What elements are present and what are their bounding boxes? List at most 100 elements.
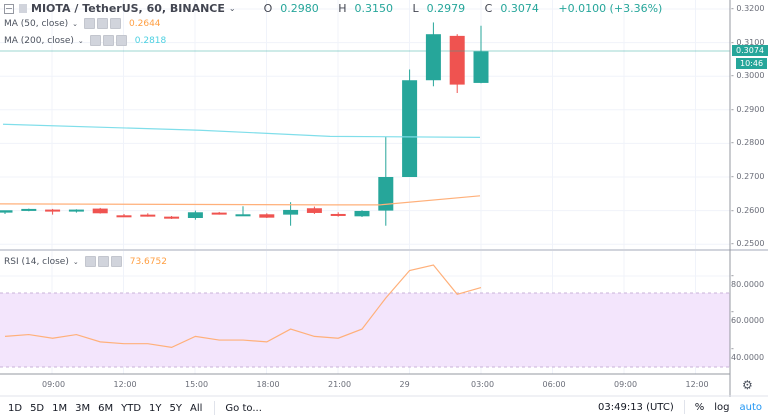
close-icon[interactable]: [110, 18, 122, 29]
range-3m[interactable]: 3M: [75, 402, 91, 414]
candles: [0, 22, 489, 226]
price-tick: - 0.2800: [731, 138, 765, 148]
price-tick: - 0.3000: [731, 71, 765, 81]
symbol-flag-icon: [19, 4, 27, 13]
range-1d[interactable]: 1D: [8, 402, 23, 414]
ohlc-values: O 0.2980 H 0.3150 L 0.2979 C 0.3074 +0.0100 …: [263, 2, 663, 15]
time-tick: 06:00: [542, 380, 566, 389]
bottom-toolbar: 1D 5D 1M 3M 6M YTD 1Y 5Y All Go to...: [0, 397, 768, 419]
low-value: 0.2979: [426, 2, 466, 15]
change-value: +0.0100 (+3.36%): [558, 2, 663, 15]
eye-icon[interactable]: [89, 35, 101, 46]
candle: [378, 177, 394, 211]
candle: [473, 51, 489, 83]
gear-icon[interactable]: ⚙: [742, 378, 753, 392]
current-price-tag: 0.3074: [732, 45, 768, 56]
candle: [211, 212, 227, 215]
candle-countdown-tag: 10:46: [736, 58, 768, 69]
chevron-down-icon[interactable]: ⌄: [72, 257, 79, 266]
time-tick: 15:00: [185, 380, 209, 389]
time-tick: 18:00: [256, 380, 280, 389]
close-icon[interactable]: [115, 35, 127, 46]
settings-icon[interactable]: [97, 256, 109, 267]
rsi-legend: RSI (14, close) ⌄ 73.6752: [4, 256, 167, 267]
right-controls: 03:49:13 (UTC) % log auto: [588, 400, 762, 414]
price-tick: - 0.3200: [731, 4, 765, 13]
candle: [283, 209, 299, 215]
close-icon[interactable]: [110, 256, 122, 267]
ma50-value: 0.2644: [129, 18, 161, 29]
candle: [425, 34, 441, 81]
candle: [259, 214, 275, 218]
ma50-legend: MA (50, close) ⌄ 0.2644: [4, 18, 161, 29]
rsi-tick: - 80.0000: [731, 271, 765, 289]
range-1m[interactable]: 1M: [52, 402, 68, 414]
time-tick: 12:00: [113, 380, 137, 389]
chevron-down-icon[interactable]: ⌄: [77, 36, 84, 45]
candle: [354, 210, 370, 217]
ma200-value: 0.2818: [134, 35, 167, 46]
chevron-down-icon[interactable]: ⌄: [72, 19, 79, 28]
chevron-down-icon[interactable]: ⌄: [228, 4, 236, 13]
time-tick: 21:00: [328, 380, 352, 389]
candle: [235, 214, 251, 217]
log-toggle[interactable]: log: [714, 401, 730, 413]
rsi-value: 73.6752: [129, 256, 167, 267]
price-tick: - 0.2700: [731, 172, 765, 181]
auto-toggle[interactable]: auto: [739, 401, 762, 413]
settings-icon[interactable]: [102, 35, 114, 46]
range-1y[interactable]: 1Y: [149, 402, 162, 414]
range-5y[interactable]: 5Y: [169, 402, 183, 414]
high-value: 0.3150: [354, 2, 394, 15]
close-value: 0.3074: [500, 2, 539, 15]
candle: [187, 212, 203, 218]
time-tick: 12:00: [685, 380, 709, 389]
candle: [402, 80, 418, 177]
candle: [21, 208, 37, 211]
settings-icon[interactable]: [97, 18, 109, 29]
candle: [140, 214, 156, 217]
price-tick: - 0.3100: [731, 37, 765, 47]
rsi-tick: - 40.0000: [731, 344, 765, 362]
ma200-label[interactable]: MA (200, close): [4, 35, 74, 46]
rsi-label[interactable]: RSI (14, close): [4, 256, 69, 267]
range-6m[interactable]: 6M: [98, 402, 114, 414]
utc-clock[interactable]: 03:49:13 (UTC): [598, 401, 674, 413]
ma50-label[interactable]: MA (50, close): [4, 18, 69, 29]
rsi-line: [4, 264, 482, 348]
range-ytd[interactable]: YTD: [121, 402, 142, 414]
candle: [449, 35, 465, 85]
range-5d[interactable]: 5D: [30, 402, 45, 414]
goto-button[interactable]: Go to...: [225, 402, 262, 414]
time-tick: 29: [399, 380, 410, 389]
percent-toggle[interactable]: %: [694, 401, 705, 413]
price-tick: - 0.2600: [731, 205, 765, 215]
candle: [306, 208, 322, 213]
eye-icon[interactable]: [84, 256, 96, 267]
ma200-legend: MA (200, close) ⌄ 0.2818: [4, 35, 166, 46]
ma200-line: [2, 123, 481, 138]
candle: [68, 209, 84, 212]
date-range-buttons: 1D 5D 1M 3M 6M YTD 1Y 5Y All: [0, 403, 202, 414]
time-tick: 09:00: [42, 380, 66, 389]
ma50-line: [0, 195, 481, 206]
symbol-header: MIOTA / TetherUS, 60, BINANCE ⌄ O 0.2980 …: [4, 2, 670, 15]
rsi-tick: - 60.0000: [731, 307, 765, 325]
symbol-title[interactable]: MIOTA / TetherUS, 60, BINANCE: [31, 2, 225, 15]
price-tick: - 0.2500: [731, 239, 765, 249]
eye-icon[interactable]: [84, 18, 96, 29]
open-value: 0.2980: [280, 2, 319, 15]
candle: [92, 208, 108, 214]
candle: [45, 209, 61, 212]
candle: [0, 210, 13, 213]
candle: [164, 216, 180, 219]
candle: [116, 215, 132, 218]
price-tick: - 0.2900: [731, 104, 765, 114]
candle: [330, 213, 346, 216]
range-all[interactable]: All: [190, 402, 203, 414]
rsi-band: [0, 293, 730, 367]
collapse-icon[interactable]: [4, 3, 14, 14]
time-tick: 03:00: [471, 380, 495, 389]
time-tick: 09:00: [614, 380, 638, 389]
